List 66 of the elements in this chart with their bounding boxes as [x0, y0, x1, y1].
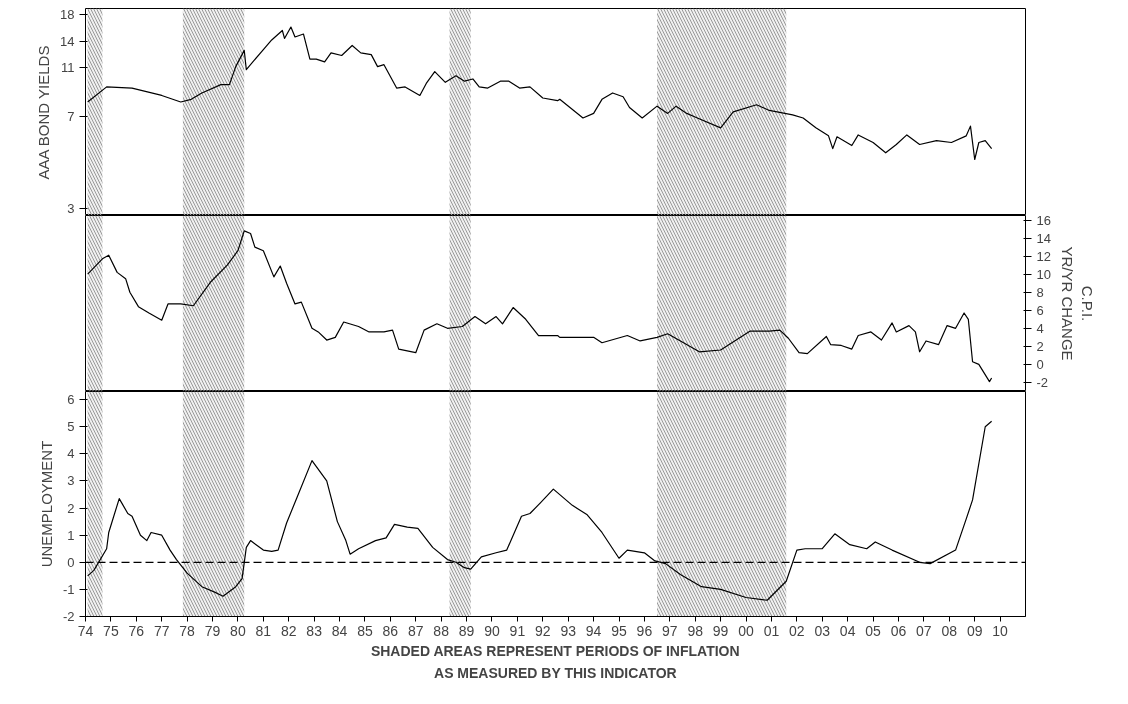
- y2-tick-label: 16: [1036, 212, 1051, 228]
- y-tick-label: 18: [60, 6, 75, 22]
- y-tick-label: 5: [67, 419, 75, 435]
- y2-tick-label: 6: [1036, 302, 1044, 318]
- x-tick-label: 09: [966, 622, 983, 639]
- x-tick-label: 76: [128, 622, 145, 639]
- y2-tick-label: 2: [1036, 338, 1044, 354]
- x-tick-label: 01: [763, 622, 780, 639]
- x-tick-label: 04: [839, 622, 856, 639]
- y2-tick-label: 8: [1036, 284, 1044, 300]
- y-tick-label: 3: [67, 200, 75, 216]
- y-tick-label: 6: [67, 392, 75, 408]
- x-tick-label: 83: [306, 622, 323, 639]
- x-tick-label: 91: [509, 622, 526, 639]
- y2-tick-label: -2: [1036, 374, 1049, 390]
- y-tick-label: 7: [67, 108, 75, 124]
- x-tick-label: 00: [738, 622, 755, 639]
- x-tick-label: 75: [103, 622, 119, 639]
- y-tick-label: 2: [67, 500, 75, 516]
- x-tick-label: 86: [382, 622, 399, 639]
- x-tick-label: 88: [433, 622, 450, 639]
- y-axis-title: UNEMPLOYMENT: [37, 440, 55, 568]
- x-tick-label: 78: [179, 622, 196, 639]
- x-tick-label: 96: [636, 622, 653, 639]
- y-tick-label: 1: [67, 527, 75, 543]
- text: SHADED AREAS REPRESENT PERIODS OF INFLATION: [370, 642, 740, 659]
- x-tick-label: 95: [611, 622, 628, 639]
- x-tick-label: 93: [560, 622, 577, 639]
- x-tick-label: 99: [712, 622, 729, 639]
- x-tick-label: 81: [255, 622, 272, 639]
- x-tick-label: 03: [814, 622, 831, 639]
- x-tick-label: 05: [865, 622, 882, 639]
- y2-tick-label: 12: [1036, 248, 1051, 264]
- y-tick-label: 11: [61, 60, 75, 76]
- x-tick-label: 87: [407, 622, 424, 639]
- x-tick-label: 74: [77, 622, 94, 639]
- y-axis-title: AAA BOND YIELDS: [35, 45, 53, 180]
- y2-axis-title: C.P.I. YR/YR CHANGE: [1058, 246, 1097, 361]
- y2-tick-label: 14: [1036, 230, 1051, 246]
- x-tick-label: 98: [687, 622, 704, 639]
- x-tick-label: 80: [230, 622, 246, 639]
- x-tick-label: 97: [662, 622, 678, 639]
- x-tick-label: 10: [992, 622, 1009, 639]
- x-tick-label: 92: [534, 622, 551, 639]
- y2-tick-label: 10: [1036, 266, 1051, 282]
- y-tick-label: 4: [67, 446, 75, 462]
- y-tick-label: 0: [67, 554, 75, 570]
- y-tick-label: -2: [62, 609, 75, 624]
- y-tick-label: 3: [67, 473, 75, 489]
- x-tick-label: 02: [789, 622, 805, 639]
- x-tick-label: 08: [941, 622, 958, 639]
- text: AS MEASURED BY THIS INDICATOR: [434, 664, 677, 681]
- x-tick-label: 07: [916, 622, 932, 639]
- x-tick-label: 84: [331, 622, 348, 639]
- x-tick-label: 82: [280, 622, 297, 639]
- y-tick-label: -1: [62, 581, 75, 597]
- x-tick-label: 79: [204, 622, 221, 639]
- y-tick-label: 14: [60, 34, 75, 50]
- x-tick-label: 90: [484, 622, 500, 639]
- y2-tick-label: 0: [1036, 356, 1044, 372]
- x-tick-label: 06: [890, 622, 907, 639]
- x-tick-label: 89: [458, 622, 475, 639]
- x-tick-label: 77: [153, 622, 170, 639]
- x-tick-label: 94: [585, 622, 602, 639]
- x-tick-label: 85: [357, 622, 373, 639]
- y2-tick-label: 4: [1036, 320, 1044, 336]
